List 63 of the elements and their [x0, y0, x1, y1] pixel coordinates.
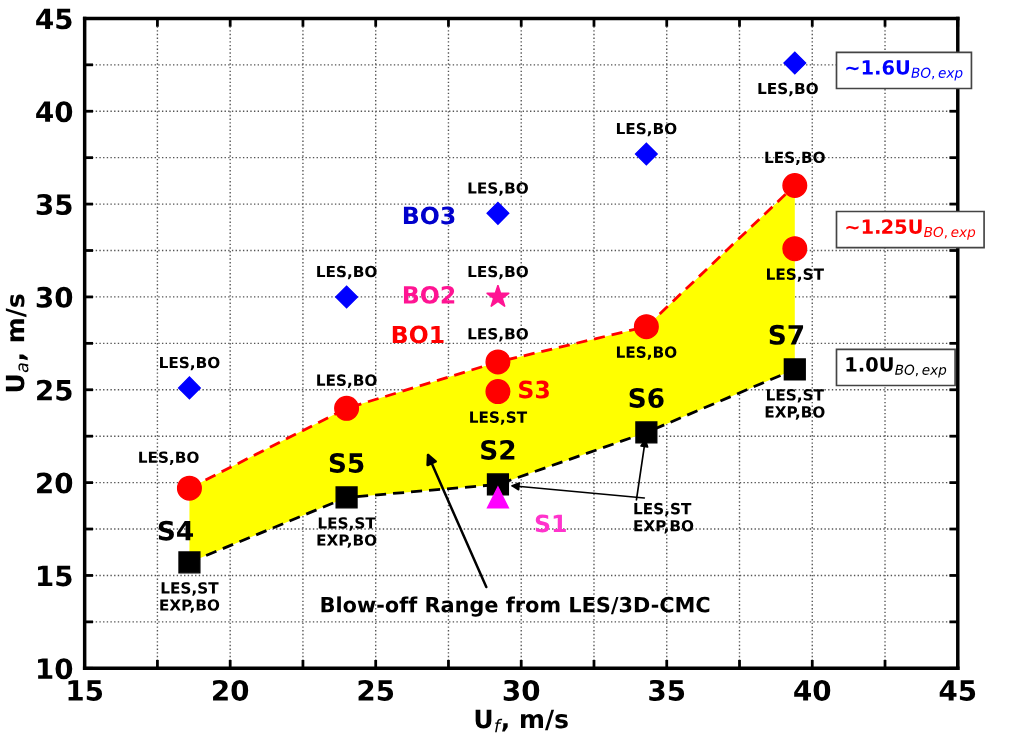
point [177, 376, 201, 400]
annotation: LES,BO [765, 151, 825, 166]
x-tick-label: 35 [649, 679, 685, 701]
annotation: LES,BO [468, 182, 528, 196]
annotation: Blow-off Range from LES/3D-CMC [321, 596, 710, 617]
annotation: LES,ST EXP,BO [317, 517, 377, 548]
point [178, 551, 201, 574]
annotation: S5 [329, 452, 364, 473]
point [486, 486, 510, 509]
annotation: BO1 [392, 325, 444, 344]
annotation: LES,BO [160, 356, 220, 371]
y-tick-label: 10 [38, 658, 73, 680]
annotation: LES,BO [468, 327, 528, 342]
annotation: LES,BO [317, 374, 377, 388]
y-tick-label: 15 [38, 565, 72, 587]
annotation: BO3 [403, 206, 455, 225]
y-tick-label: 25 [37, 379, 72, 401]
x-axis-title: U$_{f}$, m/s [475, 709, 568, 733]
point [335, 285, 359, 309]
annotation: LES,BO [616, 122, 677, 137]
point [782, 173, 808, 199]
point [176, 475, 202, 501]
point [633, 314, 659, 340]
point [486, 201, 510, 225]
annotation: ~1.6U$_{BO,exp}$ [846, 60, 963, 81]
y-tick-label: 45 [36, 8, 72, 30]
annotation: S3 [519, 380, 549, 399]
annotation: S1 [535, 514, 566, 533]
point [634, 142, 658, 166]
annotation: LES,ST EXP,BO [160, 582, 220, 613]
x-tick-label: 40 [794, 679, 831, 701]
point [635, 421, 658, 444]
point [335, 486, 358, 509]
y-axis-title: U$_{a}$, m/s [5, 294, 29, 392]
point [783, 51, 807, 75]
y-tick-label: 40 [36, 101, 73, 123]
annotation: LES,BO [139, 451, 199, 465]
annotation: LES,BO [616, 346, 677, 360]
point [334, 395, 360, 421]
annotation: LES,BO [317, 265, 377, 280]
annotation: LES,ST EXP,BO [765, 389, 825, 420]
annotation: S6 [629, 387, 664, 408]
y-tick-label: 35 [36, 194, 72, 216]
annotation: ~1.25U$_{BO,exp}$ [846, 219, 976, 240]
annotation: BO2 [403, 285, 455, 304]
annotation: LES,ST EXP,BO [634, 502, 694, 534]
x-tick-label: 20 [213, 679, 249, 701]
x-tick-label: 30 [503, 679, 540, 701]
x-tick-label: 15 [68, 680, 103, 701]
x-tick-label: 45 [939, 680, 976, 701]
annotation: LES,BO [758, 82, 818, 97]
y-tick-label: 20 [37, 472, 73, 494]
point [485, 379, 511, 405]
x-tick-label: 25 [358, 679, 394, 701]
annotation: LES,BO [468, 265, 528, 280]
point [486, 284, 510, 308]
y-tick-label: 30 [36, 286, 73, 308]
annotation: S2 [481, 439, 515, 460]
point [782, 236, 808, 262]
annotation: LES,ST [470, 411, 528, 425]
point [485, 349, 511, 375]
annotation: 1.0U$_{BO,exp}$ [846, 357, 947, 378]
point [783, 358, 806, 381]
